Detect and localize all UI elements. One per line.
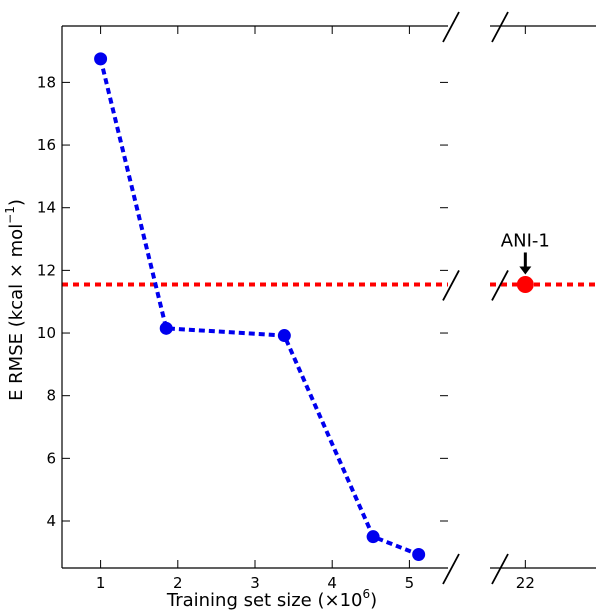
y-tick-label: 10 [37, 324, 56, 342]
x-tick-label: 3 [250, 574, 260, 592]
x-tick-label: 2 [173, 574, 183, 592]
y-tick-label: 6 [46, 449, 56, 467]
y-tick-label: 8 [46, 387, 56, 405]
data-point [94, 52, 108, 66]
y-tick-label: 4 [46, 512, 56, 530]
annotation-label: ANI-1 [501, 230, 550, 251]
annotation-arrow-head [519, 266, 532, 275]
y-axis-title: E RMSE (kcal × mol−1) [3, 199, 27, 401]
data-point [366, 530, 380, 544]
highlight-point [516, 275, 534, 293]
x-tick-label: 4 [327, 574, 337, 592]
axis-break-mark [442, 270, 460, 301]
data-point [412, 548, 426, 562]
axis-break-mark [442, 11, 460, 43]
axis-break-mark [491, 270, 509, 301]
y-tick-label: 16 [37, 136, 56, 154]
y-tick-label: 14 [37, 199, 56, 217]
y-tick-label: 12 [37, 261, 56, 279]
x-tick-label: 5 [405, 574, 415, 592]
x-axis-title: Training set size (×106) [166, 587, 377, 611]
axis-break-mark [491, 11, 509, 43]
axis-break-mark [442, 553, 460, 585]
x-tick-label: 1 [96, 574, 106, 592]
x-tick-label: 22 [516, 574, 535, 592]
axis-break-mark [491, 553, 509, 585]
y-tick-label: 18 [37, 73, 56, 91]
data-point [159, 321, 173, 335]
data-point [277, 329, 291, 343]
